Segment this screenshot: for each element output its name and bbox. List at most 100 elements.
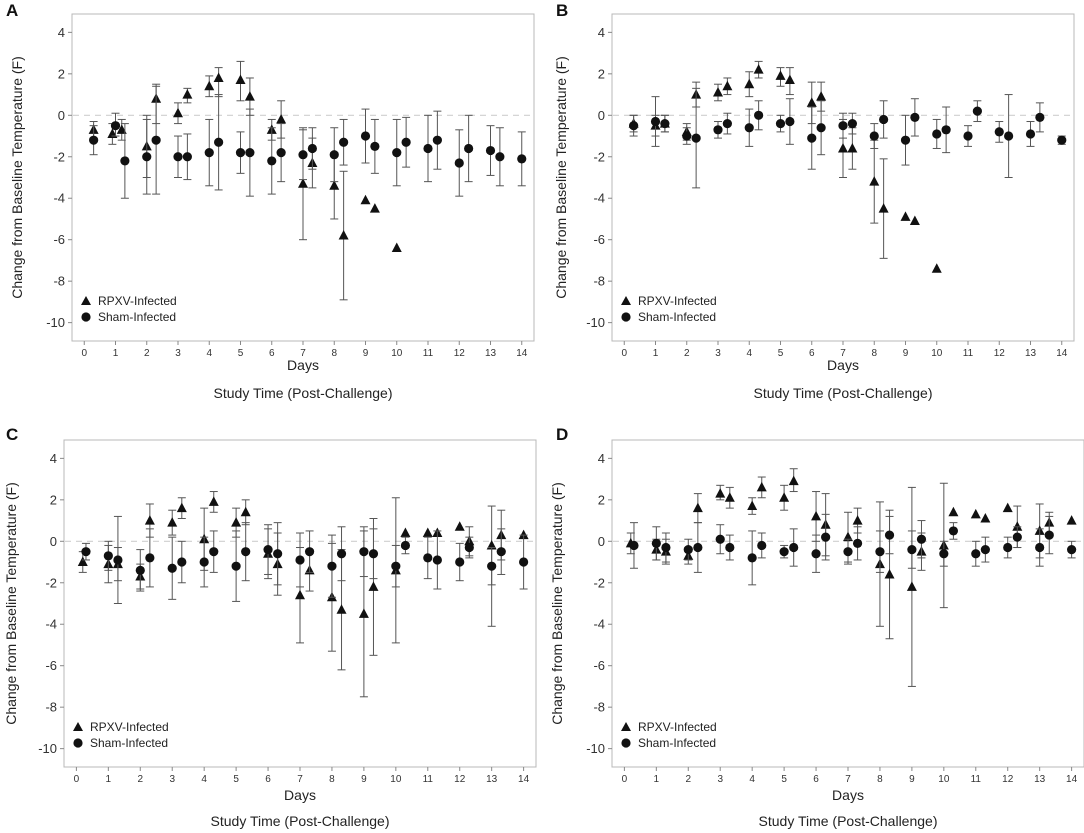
x-axis-title-days: Days — [284, 787, 316, 803]
y-tick-label: -4 — [593, 191, 605, 206]
x-tick-label: 12 — [1002, 774, 1014, 785]
x-tick-label: 7 — [840, 348, 846, 359]
data-point-circle — [432, 135, 442, 145]
data-point-triangle — [298, 178, 308, 188]
data-point-circle — [142, 152, 152, 162]
data-point-triangle — [391, 242, 402, 252]
x-tick-label: 4 — [746, 348, 752, 359]
data-point-circle — [89, 135, 99, 145]
data-point-circle — [785, 116, 795, 127]
data-point-triangle — [368, 581, 379, 591]
data-point-triangle — [360, 194, 371, 205]
data-point-circle — [907, 544, 917, 555]
series-rpxv-infected — [77, 491, 529, 698]
data-point-circle — [182, 152, 192, 162]
data-point-triangle — [715, 488, 726, 498]
data-point-circle — [980, 544, 990, 555]
data-point-circle — [660, 118, 670, 129]
data-point-circle — [245, 148, 255, 158]
y-tick-label: 0 — [58, 108, 65, 123]
legend-triangle-icon — [621, 722, 631, 731]
y-tick-label: -8 — [593, 274, 605, 289]
x-tick-label: 10 — [390, 774, 402, 785]
x-tick-label: 2 — [684, 348, 690, 359]
data-point-circle — [400, 540, 411, 551]
data-point-triangle — [788, 475, 799, 486]
data-point-triangle — [329, 180, 340, 190]
x-tick-label: 9 — [363, 348, 369, 359]
data-point-triangle — [811, 510, 822, 521]
data-point-triangle — [338, 230, 349, 240]
data-point-circle — [519, 557, 529, 567]
data-point-triangle — [358, 608, 369, 618]
data-point-circle — [455, 557, 465, 567]
data-point-circle — [722, 118, 732, 129]
x-tick-label: 11 — [963, 348, 974, 359]
data-point-triangle — [838, 142, 848, 153]
data-point-circle — [838, 121, 848, 131]
x-tick-label: 7 — [845, 774, 851, 785]
y-tick-label: -8 — [53, 274, 65, 289]
data-point-circle — [307, 143, 317, 154]
x-tick-label: 3 — [717, 774, 723, 785]
x-tick-label: 6 — [813, 774, 819, 785]
x-tick-label: 10 — [938, 774, 950, 785]
x-tick-label: 3 — [715, 348, 721, 359]
y-tick-label: 4 — [598, 25, 605, 40]
data-point-circle — [821, 532, 831, 542]
y-tick-label: 0 — [598, 108, 605, 123]
panel-letter: B — [556, 1, 568, 20]
data-point-triangle — [116, 124, 127, 134]
x-tick-label: 6 — [269, 348, 275, 359]
data-point-circle — [151, 135, 161, 145]
data-point-triangle — [756, 481, 767, 492]
y-tick-label: -4 — [593, 617, 605, 632]
y-axis-title: Change from Baseline Temperature (F) — [9, 56, 25, 299]
data-point-circle — [629, 540, 639, 551]
data-point-circle — [971, 549, 981, 559]
data-point-circle — [869, 131, 879, 141]
data-point-circle — [487, 561, 497, 571]
y-tick-label: 4 — [58, 25, 65, 40]
x-tick-label: 8 — [331, 348, 337, 359]
data-point-circle — [963, 131, 973, 141]
data-point-circle — [145, 553, 155, 563]
data-point-circle — [495, 152, 505, 162]
data-point-triangle — [336, 604, 347, 614]
data-point-circle — [241, 547, 251, 557]
x-tick-label: 14 — [1066, 774, 1078, 785]
x-tick-label: 6 — [809, 348, 815, 359]
data-point-circle — [235, 148, 246, 158]
data-point-circle — [276, 148, 286, 158]
x-tick-label: 11 — [971, 774, 982, 785]
data-point-triangle — [747, 500, 758, 511]
data-point-circle — [327, 561, 337, 571]
data-point-circle — [691, 133, 701, 143]
x-axis-title-study-time: Study Time (Post-Challenge) — [759, 813, 938, 829]
data-point-triangle — [724, 492, 735, 502]
x-tick-label: 4 — [749, 774, 755, 785]
data-point-circle — [110, 121, 121, 131]
x-tick-label: 9 — [903, 348, 909, 359]
x-tick-label: 13 — [1034, 774, 1046, 785]
panel-letter: A — [6, 1, 18, 20]
data-point-triangle — [518, 529, 529, 540]
data-point-circle — [135, 565, 145, 575]
data-point-circle — [994, 127, 1004, 137]
legend: RPXV-Infected Sham-Infected — [73, 720, 169, 750]
x-tick-label: 8 — [877, 774, 883, 785]
data-point-circle — [875, 547, 885, 557]
x-tick-label: 1 — [113, 348, 119, 359]
data-point-circle — [747, 553, 757, 563]
series-sham-infected — [89, 85, 527, 199]
data-point-circle — [629, 121, 639, 131]
x-tick-label: 5 — [238, 348, 244, 359]
data-point-triangle — [847, 142, 858, 153]
x-tick-label: 14 — [516, 348, 528, 359]
x-tick-label: 0 — [74, 774, 80, 785]
data-point-circle — [779, 547, 789, 557]
data-point-circle — [972, 106, 982, 116]
y-axis-title: Change from Baseline Temperature (F) — [3, 482, 19, 725]
data-point-circle — [713, 125, 723, 135]
